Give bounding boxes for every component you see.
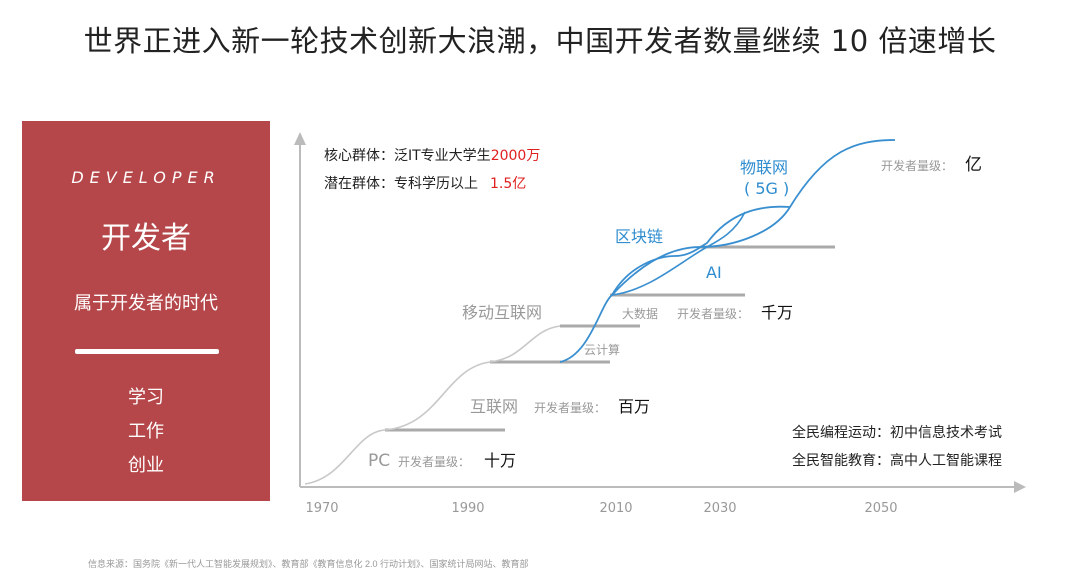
stage-cloud: 云计算 — [584, 342, 620, 357]
developer-en-label: DEVELOPER — [71, 168, 221, 187]
stage-pc: PC — [368, 451, 390, 471]
curve-internet — [384, 361, 491, 431]
word-startup: 创业 — [128, 455, 164, 476]
stage-iot: 物联网 — [740, 158, 788, 177]
word-work: 工作 — [128, 421, 164, 442]
curve-main — [559, 139, 896, 363]
stage-mobile: 移动互联网 — [462, 303, 542, 322]
x-tick-1970: 1970 — [305, 501, 338, 516]
footnote: 信息来源：国务院《新一代人工智能发展规划》、教育部《教育信息化 2.0 行动计划… — [88, 559, 529, 569]
x-tick-1990: 1990 — [451, 501, 484, 516]
scale-level-2: 百万 — [618, 397, 650, 416]
curve-mobile — [489, 325, 561, 363]
y-axis-arrow — [294, 132, 306, 145]
x-axis-arrow — [1014, 481, 1026, 493]
stage-ai: AI — [706, 263, 722, 282]
scale-level-3: 千万 — [761, 303, 793, 322]
stage-blockchain: 区块链 — [615, 227, 663, 246]
scale-prefix-1: 开发者量级： — [398, 454, 470, 469]
scale-level-1: 十万 — [484, 451, 516, 470]
x-tick-2010: 2010 — [599, 501, 632, 516]
scale-level-4: 亿 — [965, 155, 982, 175]
core-group-value: 2000万 — [491, 148, 541, 164]
scale-prefix-2: 开发者量级： — [534, 400, 606, 415]
stage-bigdata: 大数据 — [622, 306, 658, 321]
stage-iot-5g: ( 5G ) — [744, 179, 789, 198]
x-tick-2050: 2050 — [864, 501, 897, 516]
potential-group-value: 1.5亿 — [490, 176, 526, 192]
potential-group-label: 潜在群体：专科学历以上 — [324, 176, 478, 192]
scale-prefix-3: 开发者量级： — [677, 306, 749, 321]
potential-group: 潜在群体：专科学历以上 1.5亿 — [324, 176, 526, 192]
curve-pc — [304, 429, 386, 485]
curve-ai — [611, 211, 746, 296]
panel-divider — [75, 349, 219, 354]
x-tick-2030: 2030 — [703, 501, 736, 516]
developer-panel: DEVELOPER 开发者 属于开发者的时代 学习 工作 创业 — [22, 121, 270, 501]
note-ai-education: 全民智能教育：高中人工智能课程 — [792, 452, 1002, 469]
scale-prefix-4: 开发者量级： — [881, 158, 953, 173]
developer-cn-label: 开发者 — [101, 221, 191, 256]
stage-internet: 互联网 — [470, 397, 518, 416]
era-label: 属于开发者的时代 — [74, 293, 218, 314]
core-group: 核心群体：泛IT专业大学生2000万 — [324, 148, 540, 164]
page-title: 世界正进入新一轮技术创新大浪潮，中国开发者数量继续 10 倍速增长 — [83, 24, 997, 58]
word-study: 学习 — [128, 387, 164, 408]
curve-blockchain — [611, 205, 791, 296]
core-group-label: 核心群体：泛IT专业大学生 — [324, 148, 491, 164]
note-coding: 全民编程运动：初中信息技术考试 — [792, 424, 1002, 441]
